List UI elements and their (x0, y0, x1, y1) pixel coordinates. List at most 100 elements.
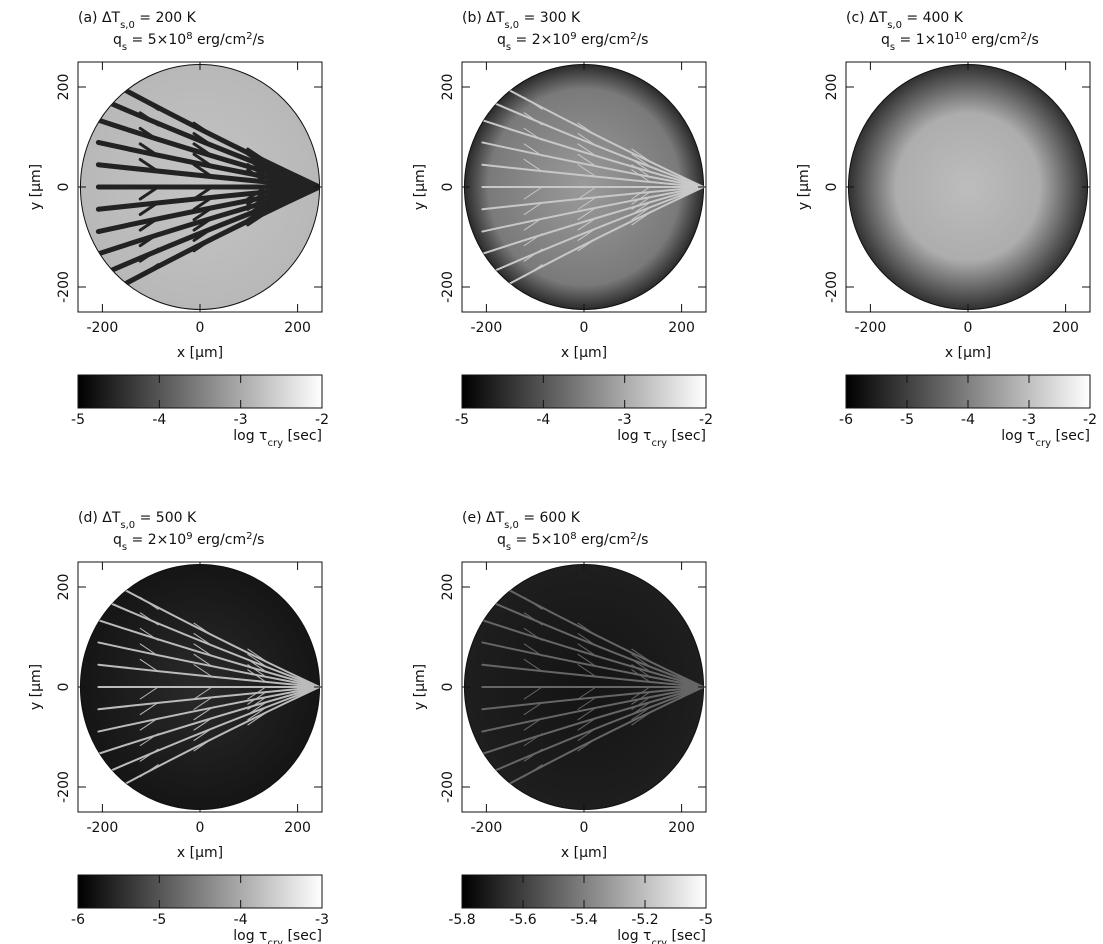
panel-subtitle: qs = 2×109 erg/cm2/s (497, 31, 648, 53)
panel-subtitle-part: q (497, 32, 506, 48)
x-tick-label: 0 (580, 320, 589, 336)
panel-subtitle: qs = 5×108 erg/cm2/s (113, 31, 264, 53)
panel-subtitle-part: q (113, 532, 122, 548)
panel-title-part: s,0 (120, 20, 135, 31)
y-tick-label: 200 (56, 74, 72, 101)
x-axis-label: x [μm] (177, 845, 223, 861)
colorbar-label: log τcry [sec] (617, 928, 706, 944)
colorbar-tick-label: -5 (699, 912, 713, 928)
panel-subtitle-part: erg/cm (577, 532, 631, 548)
panel-subtitle: qs = 5×108 erg/cm2/s (497, 531, 648, 553)
panel-subtitle-part: q (881, 32, 890, 48)
y-tick-label: -200 (440, 271, 456, 303)
panel-title-part: s,0 (504, 20, 519, 31)
panel-title-part: (b) ΔT (462, 10, 505, 26)
x-axis-label: x [μm] (561, 845, 607, 861)
x-tick-label: 0 (196, 820, 205, 836)
panel-title-part: (e) ΔT (462, 510, 505, 526)
panel-title-part: (d) ΔT (78, 510, 121, 526)
x-tick-label: 200 (1052, 320, 1079, 336)
colorbar-label-part: log τ (617, 928, 651, 944)
panel: (b) ΔTs,0 = 300 Kqs = 2×109 erg/cm2/s-20… (412, 10, 713, 449)
panel-title-part: s,0 (504, 520, 519, 531)
panel: (a) ΔTs,0 = 200 Kqs = 5×108 erg/cm2/s-20… (28, 10, 329, 449)
colorbar-tick-label: -2 (315, 412, 329, 428)
colorbar-tick-label: -6 (71, 912, 85, 928)
panel-subtitle: qs = 1×1010 erg/cm2/s (881, 31, 1039, 53)
colorbar-label-part: [sec] (283, 428, 322, 444)
x-tick-label: 200 (284, 320, 311, 336)
x-axis-label: x [μm] (177, 345, 223, 361)
x-tick-label: 0 (580, 820, 589, 836)
colorbar-label: log τcry [sec] (1001, 428, 1090, 449)
panel-subtitle-part: = 1×10 (895, 32, 954, 48)
y-tick-label: -200 (824, 271, 840, 303)
panel-title-part: s,0 (120, 520, 135, 531)
panel-subtitle-part: = 2×10 (127, 532, 186, 548)
colorbar-tick-label: -3 (315, 912, 329, 928)
colorbar-tick-label: -3 (234, 412, 248, 428)
colorbar-tick-label: -5.6 (509, 912, 536, 928)
x-tick-label: 0 (196, 320, 205, 336)
y-tick-label: 200 (440, 574, 456, 601)
colorbar-tick-label: -6 (839, 412, 853, 428)
panel-title-part: (a) ΔT (78, 10, 121, 26)
colorbar-tick-label: -5 (900, 412, 914, 428)
panel-subtitle-part: /s (252, 32, 264, 48)
y-tick-label: 0 (440, 183, 456, 192)
y-tick-label: 0 (56, 683, 72, 692)
y-tick-label: -200 (440, 771, 456, 803)
colorbar-label-part: log τ (233, 928, 267, 944)
panel-subtitle: qs = 2×109 erg/cm2/s (113, 531, 264, 553)
y-axis-label: y [μm] (412, 664, 428, 710)
colorbar (78, 875, 322, 908)
colorbar-label-part: [sec] (283, 928, 322, 944)
figure: (a) ΔTs,0 = 200 Kqs = 5×108 erg/cm2/s-20… (0, 0, 1103, 944)
colorbar-tick-label: -2 (699, 412, 713, 428)
y-tick-label: 0 (56, 183, 72, 192)
colorbar-label-part: cry (651, 438, 667, 449)
panel-subtitle-part: = 5×10 (127, 32, 186, 48)
panel-title-part: = 300 K (519, 10, 581, 26)
colorbar-label: log τcry [sec] (233, 928, 322, 944)
panel-title: (b) ΔTs,0 = 300 K (462, 10, 581, 31)
colorbar-label-part: [sec] (667, 428, 706, 444)
panel: (c) ΔTs,0 = 400 Kqs = 1×1010 erg/cm2/s-2… (796, 10, 1097, 449)
colorbar-tick-label: -5 (71, 412, 85, 428)
y-tick-label: 0 (824, 183, 840, 192)
colorbar-tick-label: -5.8 (448, 912, 475, 928)
colorbar-tick-label: -4 (536, 412, 550, 428)
y-axis-label: y [μm] (28, 664, 44, 710)
panel-subtitle-part: /s (636, 532, 648, 548)
panel-title-part: = 500 K (135, 510, 197, 526)
y-tick-label: 200 (824, 74, 840, 101)
panel-title-part: s,0 (887, 20, 902, 31)
colorbar-tick-label: -2 (1083, 412, 1097, 428)
panel-title-part: (c) ΔT (846, 10, 888, 26)
y-tick-label: -200 (56, 771, 72, 803)
colorbar-label-part: log τ (1001, 428, 1035, 444)
panel-title: (c) ΔTs,0 = 400 K (846, 10, 964, 31)
x-axis-label: x [μm] (561, 345, 607, 361)
colorbar-tick-label: -4 (152, 412, 166, 428)
panel-title-part: = 200 K (135, 10, 197, 26)
panel-title-part: = 400 K (902, 10, 964, 26)
panel-subtitle-part: /s (636, 32, 648, 48)
colorbar-label-part: log τ (617, 428, 651, 444)
panel-subtitle-part: q (497, 532, 506, 548)
image-disc (848, 65, 1087, 310)
colorbar-tick-label: -3 (618, 412, 632, 428)
panel-subtitle-part: q (113, 32, 122, 48)
panel: (e) ΔTs,0 = 600 Kqs = 5×108 erg/cm2/s-20… (412, 510, 713, 944)
colorbar-label-part: cry (267, 938, 283, 944)
x-tick-label: -200 (855, 320, 887, 336)
panel-title: (a) ΔTs,0 = 200 K (78, 10, 197, 31)
y-axis-label: y [μm] (412, 164, 428, 210)
y-axis-label: y [μm] (28, 164, 44, 210)
panel-subtitle-part: /s (252, 532, 264, 548)
panel-subtitle-part: = 5×10 (511, 532, 570, 548)
y-tick-label: 200 (440, 74, 456, 101)
colorbar-tick-label: -4 (234, 912, 248, 928)
colorbar-label: log τcry [sec] (233, 428, 322, 449)
colorbar-label-part: log τ (233, 428, 267, 444)
